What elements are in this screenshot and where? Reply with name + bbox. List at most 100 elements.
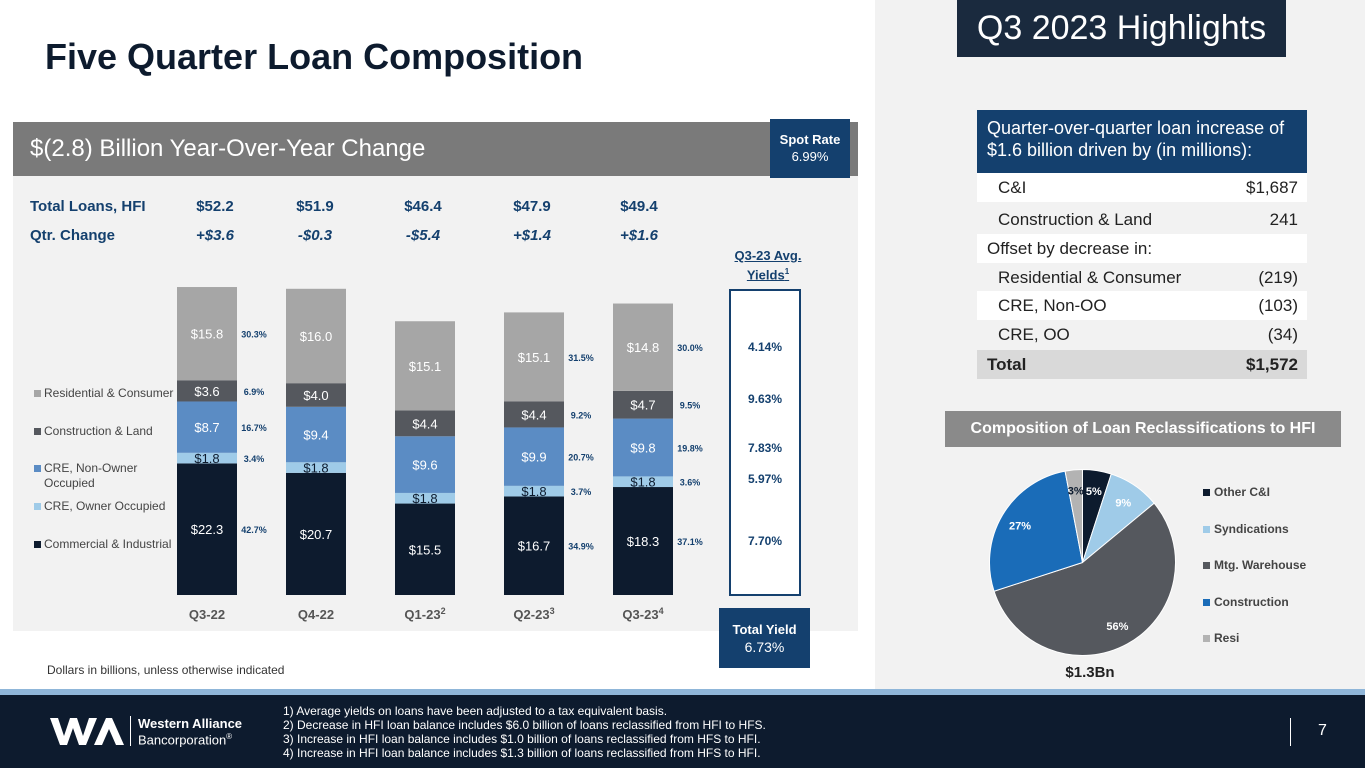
yoy-change-banner: $(2.8) Billion Year-Over-Year Change: [13, 122, 858, 176]
legend-swatch: [1203, 635, 1210, 642]
bar-pct-label: 9.5%: [680, 401, 701, 411]
legend-swatch: [34, 390, 41, 397]
bar-segment: [286, 288, 346, 384]
bar-segment: [177, 287, 237, 381]
qoq-row: Construction & Land 241: [977, 205, 1307, 234]
bar-value-label: $9.8: [630, 441, 655, 456]
bar-segment: [613, 476, 673, 488]
page-number: 7: [1318, 722, 1327, 739]
qoq-row-value: $1,572: [1246, 354, 1298, 374]
bar-value-label: $3.6: [194, 384, 219, 399]
bar-segment: [504, 485, 564, 497]
pie-slice-label: 56%: [1106, 621, 1128, 633]
bar-pct-label: 42.7%: [241, 525, 267, 535]
bar-pct-label: 16.7%: [241, 423, 267, 433]
pie-legend-label: Syndications: [1214, 522, 1289, 536]
reg-mark: ®: [226, 732, 233, 741]
qoq-row-value: 241: [1269, 209, 1298, 229]
footnote: 4) Increase in HFI loan balance includes…: [283, 746, 761, 760]
yields-header-text: Q3-23 Avg. Yields: [734, 248, 802, 283]
yield-commercial: 7.70%: [747, 534, 783, 548]
yields-box: [729, 289, 801, 596]
bar-value-label: $14.8: [627, 340, 660, 355]
legend-label: CRE, Non-Owner Occupied: [44, 461, 138, 490]
bar-segment: [177, 380, 237, 402]
bar-pct-label: 6.9%: [244, 387, 265, 397]
total-loans-value: $49.4: [620, 198, 658, 215]
company-name: Western Alliance: [138, 716, 243, 731]
bar-value-label: $4.4: [412, 416, 437, 431]
yield-construction: 9.63%: [747, 392, 783, 406]
bar-value-label: $16.7: [518, 539, 551, 554]
legend-swatch: [34, 541, 41, 548]
x-tick-label: Q1-232: [404, 606, 445, 622]
bar-segment: [395, 410, 455, 437]
bar-pct-label: 30.3%: [241, 330, 267, 340]
pie-slice: [1064, 468, 1083, 563]
bar-segment: [395, 503, 455, 595]
page-title: Five Quarter Loan Composition: [45, 36, 584, 77]
pie-slice-label: 27%: [1009, 521, 1031, 533]
qtr-change-label: Qtr. Change: [30, 227, 116, 244]
qoq-row: Residential & Consumer (219): [977, 263, 1307, 292]
x-tick-sup: 2: [441, 606, 446, 616]
x-tick-label: Q4-22: [298, 607, 334, 622]
qoq-row-value: (103): [1258, 295, 1298, 315]
qoq-row: C&I $1,687: [977, 173, 1307, 202]
total-loans-value: $47.9: [513, 198, 551, 215]
yields-header-sup: 1: [784, 267, 790, 276]
bar-segment: [177, 401, 237, 453]
legend-swatch: [1203, 526, 1210, 533]
spot-rate-label: Spot Rate: [779, 132, 841, 147]
qtr-change-value: +$3.6: [196, 227, 234, 244]
bar-value-label: $1.8: [630, 475, 655, 490]
total-yield-box: Total Yield 6.73%: [719, 608, 810, 668]
pie-legend-item: Mtg. Warehouse: [1203, 558, 1306, 572]
footnote: 2) Decrease in HFI loan balance includes…: [283, 718, 766, 732]
stacked-bar-chart: $22.3 42.7% $1.8 3.4% $8.7 16.7% $3.6 6.9% $15.8…: [177, 287, 703, 622]
total-loans-value: $51.9: [296, 198, 334, 215]
qoq-row: CRE, OO (34): [977, 320, 1307, 349]
bar-segment: [395, 436, 455, 493]
legend-item-construction: Construction & Land: [34, 424, 174, 439]
total-loans-label: Total Loans, HFI: [30, 198, 146, 215]
highlights-title: Q3 2023 Highlights: [957, 0, 1286, 57]
total-yield-label: Total Yield: [732, 622, 797, 637]
x-tick-label: Q2-233: [513, 606, 554, 622]
qoq-header: Quarter-over-quarter loan increase of $1…: [977, 110, 1307, 173]
qoq-row-label: Construction & Land: [998, 209, 1153, 229]
bar-segment: [286, 462, 346, 473]
legend-swatch: [1203, 599, 1210, 606]
bar-value-label: $15.8: [191, 327, 224, 342]
legend-swatch: [1203, 489, 1210, 496]
legend-label: Commercial & Industrial: [44, 537, 172, 551]
pie-legend-item: Construction: [1203, 595, 1289, 609]
bar-pct-label: 9.2%: [571, 410, 592, 420]
qoq-row-label: C&I: [998, 177, 1027, 197]
qoq-row-value: (219): [1258, 267, 1298, 287]
bar-pct-label: 19.8%: [677, 444, 703, 454]
total-yield-value: 6.73%: [744, 639, 785, 655]
reclass-pie-chart: 5% 9% 56% 27% 3%: [989, 468, 1176, 656]
pie-legend-item: Syndications: [1203, 522, 1289, 536]
bar-value-label: $9.6: [412, 458, 437, 473]
legend-swatch: [1203, 562, 1210, 569]
bar-value-label: $4.4: [521, 407, 546, 422]
bar-pct-label: 3.7%: [571, 487, 592, 497]
footnote: 3) Increase in HFI loan balance includes…: [283, 732, 761, 746]
pie-legend-label: Resi: [1214, 631, 1240, 645]
bar-value-label: $16.0: [300, 329, 333, 344]
total-loans-value: $52.2: [196, 198, 234, 215]
reclass-title: Composition of Loan Reclassifications to…: [945, 411, 1341, 447]
x-tick-label: Q3-234: [622, 606, 663, 622]
bar-value-label: $15.1: [518, 350, 551, 365]
bar-pct-label: 3.6%: [680, 478, 701, 488]
qtr-change-value: +$1.4: [513, 227, 551, 244]
bar-segment: [286, 406, 346, 463]
bar-segment: [504, 496, 564, 595]
bar-value-label: $15.1: [409, 359, 442, 374]
bar-value-label: $1.8: [412, 491, 437, 506]
bar-segment: [177, 452, 237, 464]
bar-segment: [177, 463, 237, 595]
qoq-row-label: Residential & Consumer: [998, 267, 1182, 287]
